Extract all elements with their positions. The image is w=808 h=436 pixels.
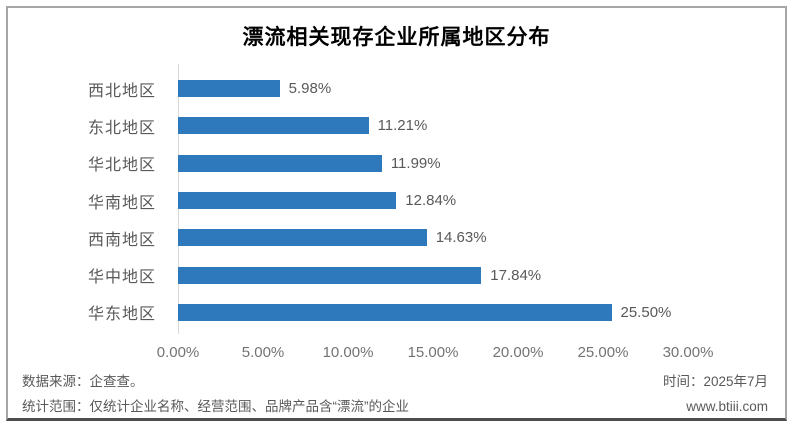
- bar: [178, 117, 369, 135]
- footer-right: 时间：2025年7月 www.btiii.com: [663, 369, 768, 419]
- bar-row: 华中地区 17.84%: [8, 256, 785, 293]
- bar-track: 17.84%: [178, 266, 785, 284]
- bar-track: 12.84%: [178, 192, 785, 210]
- x-axis-tick-label: 0.00%: [156, 344, 200, 361]
- bar-row: 西北地区 5.98%: [8, 70, 785, 107]
- value-label: 11.99%: [390, 154, 441, 172]
- bar: [178, 192, 397, 210]
- website-note: www.btiii.com: [686, 399, 768, 414]
- bar: [178, 154, 382, 172]
- bar-row: 华北地区 11.99%: [8, 145, 785, 182]
- bar: [178, 229, 427, 247]
- bar-row: 东北地区 11.21%: [8, 107, 785, 144]
- value-label: 11.21%: [377, 117, 428, 135]
- bar-rows: 西北地区 5.98% 东北地区 11.21% 华北地区 11.99% 华南地区 …: [8, 60, 785, 331]
- bar: [178, 266, 482, 284]
- value-label: 17.84%: [490, 266, 542, 284]
- category-label: 西南地区: [87, 231, 156, 249]
- bar-track: 5.98%: [178, 80, 785, 98]
- value-label: 14.63%: [435, 229, 487, 247]
- x-axis-tick-label: 10.00%: [322, 344, 374, 361]
- bar-track: 11.21%: [178, 117, 785, 135]
- bar-row: 华南地区 12.84%: [8, 182, 785, 219]
- category-label: 华北地区: [87, 157, 156, 175]
- footer-left: 数据来源：企查查。 统计范围：仅统计企业名称、经营范围、品牌产品含“漂流”的企业: [22, 369, 409, 419]
- value-label: 25.50%: [620, 303, 672, 321]
- bar-row: 华东地区 25.50%: [8, 294, 785, 331]
- time-note: 时间：2025年7月: [662, 374, 768, 389]
- category-label: 东北地区: [87, 119, 156, 137]
- value-label: 5.98%: [288, 80, 332, 98]
- bar-track: 14.63%: [178, 229, 785, 247]
- bar-row: 西南地区 14.63%: [8, 219, 785, 256]
- x-axis-tick-label: 15.00%: [407, 344, 459, 361]
- value-label: 12.84%: [405, 192, 457, 210]
- x-axis-tick-label: 30.00%: [662, 344, 714, 361]
- data-source-note: 数据来源：企查查。: [22, 374, 144, 389]
- bar-chart: 西北地区 5.98% 东北地区 11.21% 华北地区 11.99% 华南地区 …: [8, 60, 785, 370]
- category-label: 华南地区: [87, 194, 156, 212]
- chart-card: 漂流相关现存企业所属地区分布 西北地区 5.98% 东北地区 11.21% 华北…: [6, 6, 787, 421]
- bar: [178, 303, 612, 321]
- x-axis-tick-label: 25.00%: [577, 344, 629, 361]
- x-axis-tick-label: 20.00%: [492, 344, 544, 361]
- chart-title: 漂流相关现存企业所属地区分布: [242, 26, 551, 49]
- x-axis-tick-label: 5.00%: [241, 344, 285, 361]
- statistic-scope-note: 统计范围：仅统计企业名称、经营范围、品牌产品含“漂流”的企业: [22, 399, 409, 414]
- bar-track: 25.50%: [178, 303, 785, 321]
- bar: [178, 80, 280, 98]
- category-label: 华东地区: [87, 306, 156, 324]
- category-label: 西北地区: [87, 82, 156, 100]
- bar-track: 11.99%: [178, 154, 785, 172]
- x-axis: 0.00% 5.00% 10.00% 15.00% 20.00% 25.00% 30.00%: [157, 344, 785, 364]
- chart-footer: 数据来源：企查查。 统计范围：仅统计企业名称、经营范围、品牌产品含“漂流”的企业…: [22, 369, 768, 419]
- category-label: 华中地区: [87, 269, 156, 287]
